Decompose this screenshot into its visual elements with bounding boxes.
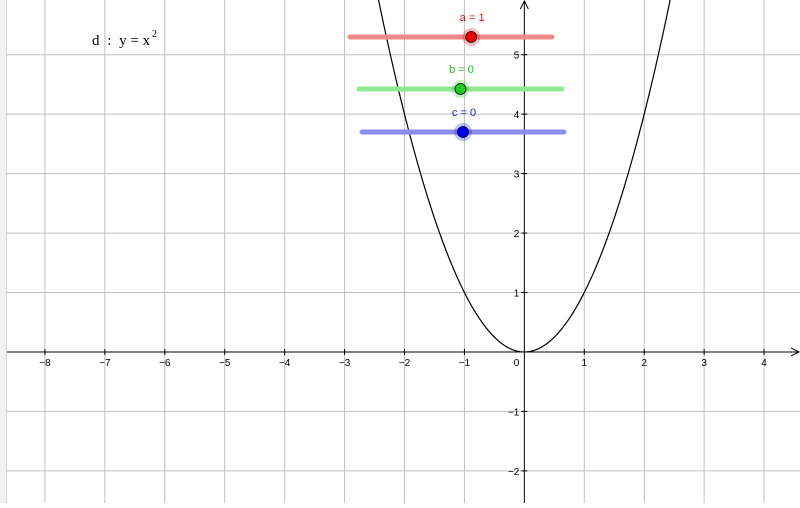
slider-knob-a[interactable] — [465, 31, 478, 43]
sliders[interactable]: a = 1 b = 0 c = 0 — [347, 12, 567, 141]
x-axis-arrow — [790, 347, 800, 357]
y-axis-arrow — [519, 0, 529, 10]
x-tick-label: −4 — [279, 358, 291, 369]
slider-b[interactable]: b = 0 — [356, 64, 565, 98]
x-tick-label: 3 — [701, 358, 707, 369]
function-exponent: 2 — [152, 29, 157, 40]
x-tick-label: 2 — [641, 358, 647, 369]
x-tick-label: −3 — [339, 358, 351, 369]
slider-label-b: b = 0 — [449, 64, 474, 76]
y-tick-label: 3 — [514, 170, 520, 181]
x-tick-label: 1 — [581, 358, 587, 369]
function-label[interactable]: d : y = x 2 — [92, 29, 157, 49]
slider-a[interactable]: a = 1 — [347, 12, 555, 46]
x-tick-label: 4 — [761, 358, 767, 369]
y-tick-label: 1 — [514, 289, 520, 300]
function-name: d — [92, 33, 100, 49]
tick-labels: −8 −7 −6 −5 −4 −3 −2 −1 1 2 3 4 −2 −1 1 2 3 4 5 0 — [39, 51, 767, 478]
x-tick-label: −6 — [159, 358, 171, 369]
x-tick-label: −1 — [459, 358, 471, 369]
function-separator: : — [107, 33, 111, 49]
slider-label-a: a = 1 — [460, 12, 485, 24]
parabola-curve[interactable] — [356, 0, 692, 353]
y-tick-label: −2 — [508, 467, 520, 478]
svg-text:d : y = x: d : y = x — [92, 33, 151, 49]
function-expression: y = x — [119, 33, 150, 49]
x-tick-label: −5 — [219, 358, 231, 369]
y-tick-label: 5 — [514, 51, 520, 62]
y-tick-label: 4 — [514, 110, 520, 121]
left-panel-edge — [0, 0, 7, 503]
x-tick-label: −8 — [39, 358, 51, 369]
y-tick-label: 2 — [514, 229, 520, 240]
origin-label: 0 — [514, 358, 520, 369]
x-tick-label: −2 — [399, 358, 411, 369]
y-tick-label: −1 — [508, 407, 520, 418]
slider-knob-c[interactable] — [457, 126, 469, 138]
slider-label-c: c = 0 — [452, 107, 476, 119]
x-tick-label: −7 — [99, 358, 111, 369]
slider-c[interactable]: c = 0 — [359, 107, 567, 141]
slider-knob-b[interactable] — [454, 83, 467, 95]
